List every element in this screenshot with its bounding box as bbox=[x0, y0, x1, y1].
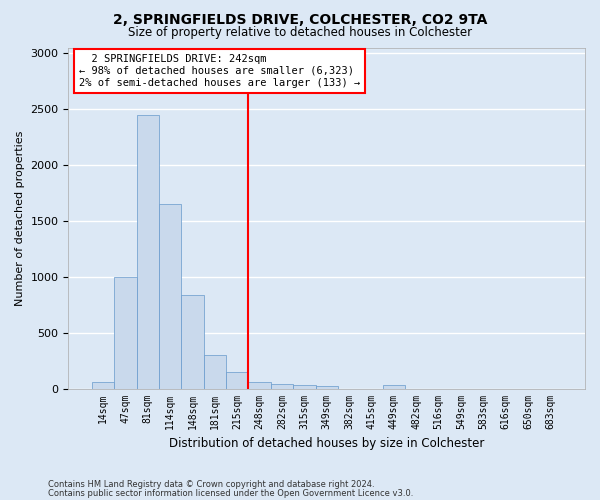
Text: 2 SPRINGFIELDS DRIVE: 242sqm  
← 98% of detached houses are smaller (6,323)
2% o: 2 SPRINGFIELDS DRIVE: 242sqm ← 98% of de… bbox=[79, 54, 360, 88]
Bar bbox=[204, 355, 226, 388]
Text: Size of property relative to detached houses in Colchester: Size of property relative to detached ho… bbox=[128, 26, 472, 39]
Bar bbox=[316, 386, 338, 388]
Bar bbox=[114, 276, 137, 388]
Bar bbox=[181, 295, 204, 388]
Bar bbox=[159, 204, 181, 388]
Text: Contains public sector information licensed under the Open Government Licence v3: Contains public sector information licen… bbox=[48, 489, 413, 498]
X-axis label: Distribution of detached houses by size in Colchester: Distribution of detached houses by size … bbox=[169, 437, 484, 450]
Y-axis label: Number of detached properties: Number of detached properties bbox=[15, 130, 25, 306]
Bar bbox=[383, 384, 405, 388]
Text: Contains HM Land Registry data © Crown copyright and database right 2024.: Contains HM Land Registry data © Crown c… bbox=[48, 480, 374, 489]
Text: 2, SPRINGFIELDS DRIVE, COLCHESTER, CO2 9TA: 2, SPRINGFIELDS DRIVE, COLCHESTER, CO2 9… bbox=[113, 12, 487, 26]
Bar bbox=[137, 114, 159, 388]
Bar bbox=[226, 372, 248, 388]
Bar bbox=[293, 385, 316, 388]
Bar bbox=[92, 382, 114, 388]
Bar bbox=[271, 384, 293, 388]
Bar bbox=[248, 382, 271, 388]
